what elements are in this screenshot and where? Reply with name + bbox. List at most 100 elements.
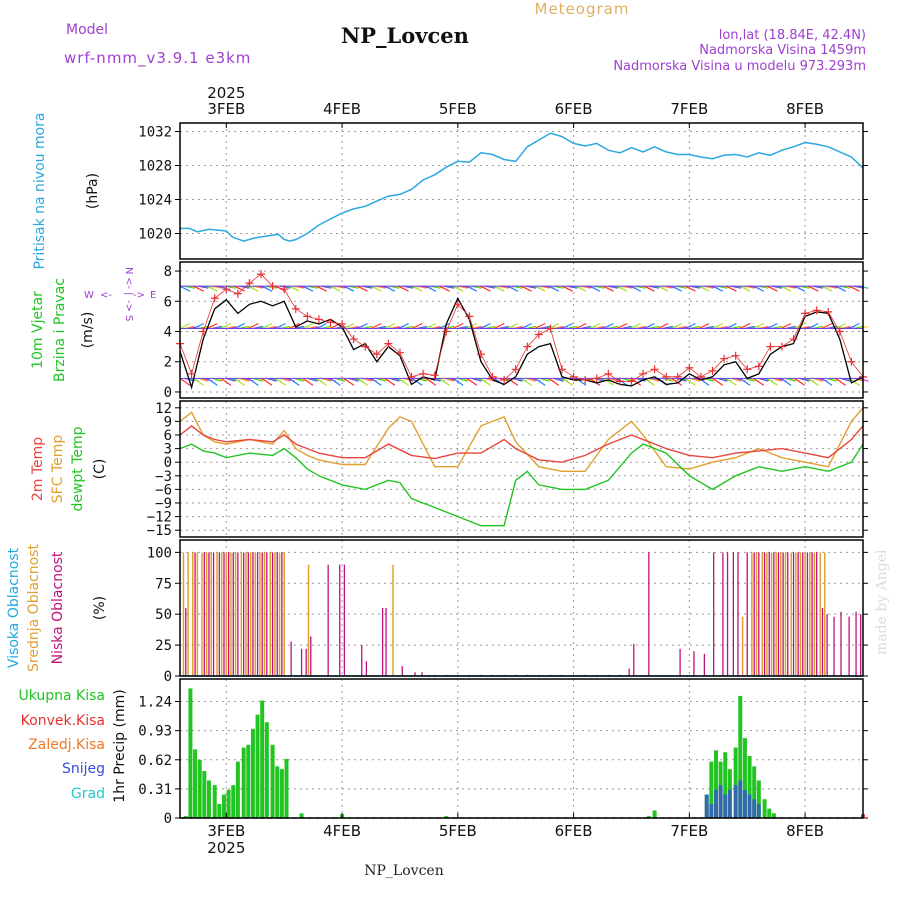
- ytick-label: −3: [155, 469, 172, 485]
- wind-obs-marker: [326, 318, 335, 327]
- wind-barb: [685, 285, 696, 292]
- precip-snow-bar: [709, 803, 714, 818]
- precip-total-bar: [264, 722, 269, 818]
- precip-snow-bar: [742, 789, 747, 818]
- wind-barb: [411, 322, 423, 330]
- lonlat-label: lon,lat (18.84E, 42.4N): [719, 28, 866, 43]
- x-date-bottom: 5FEB: [439, 822, 477, 840]
- x-date-bottom: 3FEB: [207, 822, 245, 840]
- precip-snow-bar: [727, 789, 732, 818]
- ytick-label: 1.24: [138, 695, 172, 711]
- wind-barb: [275, 322, 286, 330]
- wind-barb: [808, 285, 819, 292]
- wind-obs-marker: [500, 375, 509, 384]
- wind-barb: [534, 285, 546, 292]
- wind-barb: [398, 377, 409, 386]
- wind-barb: [671, 322, 683, 330]
- wind-barb: [411, 377, 423, 386]
- wind-obs-marker: [639, 369, 648, 378]
- x-date-top: 8FEB: [786, 100, 824, 118]
- wind-obs-marker: [257, 270, 266, 279]
- wind-obs-marker: [233, 289, 242, 298]
- ytick-label: 6: [164, 294, 172, 310]
- wind-barb: [616, 322, 628, 330]
- precip-total-bar: [444, 816, 449, 818]
- wind-obs-marker: [824, 307, 833, 316]
- precip-legend-snow: Snijeg: [62, 761, 105, 777]
- wind-obs-marker: [476, 350, 485, 359]
- wind-barb: [562, 377, 573, 386]
- wind-barb: [193, 285, 204, 292]
- ytick-label: −12: [147, 510, 172, 526]
- wind-obs-marker: [303, 312, 312, 321]
- compass-e: E: [150, 290, 156, 301]
- precip-total-bar: [709, 761, 714, 818]
- wind-barb: [753, 285, 764, 292]
- wind-obs-marker: [627, 377, 636, 386]
- wind-barb: [548, 377, 560, 386]
- precip-snow-bar: [752, 799, 757, 818]
- wind-barb: [698, 322, 710, 330]
- wind-barb: [603, 322, 614, 330]
- precip-total-bar: [231, 785, 236, 818]
- ytick-label: 9: [164, 414, 172, 430]
- x-date-top: 5FEB: [439, 100, 477, 118]
- wind-obs-marker: [338, 319, 347, 328]
- x-date-bottom: 7FEB: [670, 822, 708, 840]
- wind-obs-marker: [546, 324, 555, 333]
- wind-obs-marker: [696, 372, 705, 381]
- wind-obs-marker: [777, 342, 786, 351]
- wind-barb: [384, 377, 396, 386]
- precip-total-bar: [188, 688, 193, 818]
- panel-clouds: 0 25 50 75 100: [147, 539, 868, 685]
- temp-side-label-3: dewpt Temp: [70, 426, 86, 511]
- compass-n: N: [123, 267, 134, 274]
- wind-barb: [562, 322, 573, 330]
- wind-barb: [207, 285, 218, 292]
- wind-barb: [630, 377, 642, 386]
- wind-obs-marker: [511, 365, 520, 374]
- precip-snow-bar: [723, 794, 728, 818]
- wind-barb: [589, 322, 601, 330]
- wind-barb: [289, 285, 300, 292]
- precip-legend-conv: Konvek.Kisa: [21, 713, 105, 729]
- wind-barb: [398, 322, 409, 330]
- wind-barb: [370, 285, 382, 292]
- precip-legend-graupel: Grad: [71, 786, 105, 802]
- wind-obs-marker: [361, 342, 370, 351]
- ytick-label: 1024: [138, 193, 172, 209]
- wind-obs-marker: [558, 365, 567, 374]
- model-name: wrf-nmm_v3.9.1 e3km: [64, 49, 251, 68]
- temp-unit-label: (C): [92, 459, 108, 480]
- wind-barb: [644, 285, 655, 292]
- wind-barb: [384, 285, 396, 292]
- precip-total-bar: [255, 714, 260, 818]
- header: Model wrf-nmm_v3.9.1 e3km NP_Lovcen Mete…: [64, 0, 890, 879]
- wind-obs-marker: [268, 282, 277, 291]
- wind-barb: [644, 322, 655, 330]
- wind-barb: [630, 322, 642, 330]
- wind-barb: [206, 377, 218, 386]
- wind-obs-marker: [812, 306, 821, 315]
- wind-barb: [534, 377, 546, 386]
- x-date-bottom: 4FEB: [323, 822, 361, 840]
- wind-obs-marker: [754, 362, 763, 371]
- wind-barb: [603, 285, 614, 292]
- precip-legend-total: Ukupna Kisa: [18, 688, 105, 704]
- wind-obs-marker: [291, 304, 300, 313]
- wind-barb: [425, 322, 437, 330]
- wind-barb: [712, 377, 724, 386]
- wind-obs-marker: [442, 327, 451, 336]
- wind-barb: [289, 322, 300, 330]
- precip-snow-bar: [718, 785, 723, 818]
- wind-barb: [671, 285, 683, 292]
- wind-barb: [207, 322, 218, 330]
- wind-barb: [726, 377, 737, 386]
- slp-line: [180, 132, 864, 242]
- x-date-top: 4FEB: [323, 100, 361, 118]
- wind-obs-marker: [662, 372, 671, 381]
- precip-total-bar: [246, 744, 251, 818]
- wind-barb: [261, 377, 273, 386]
